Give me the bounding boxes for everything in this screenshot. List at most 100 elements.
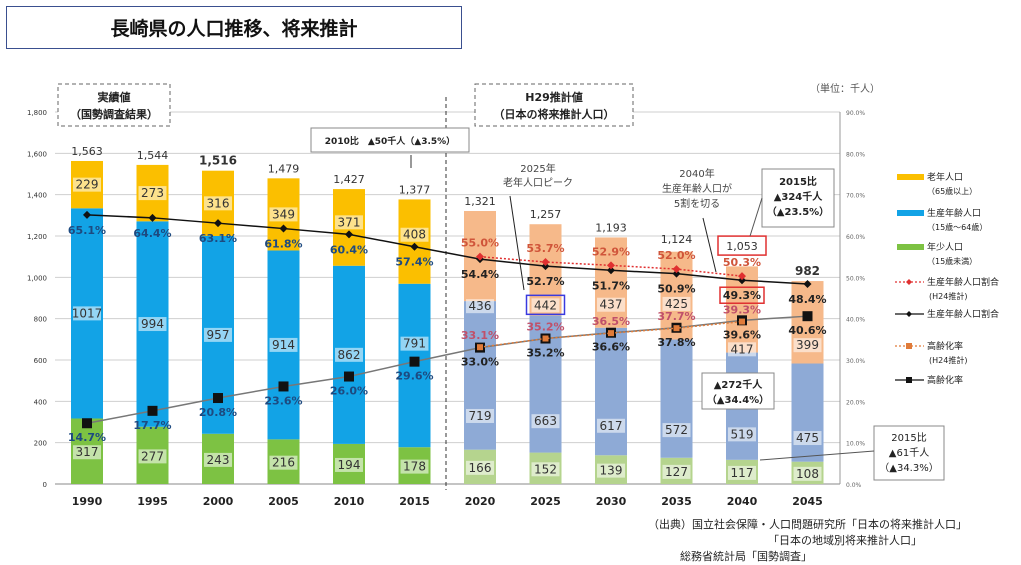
percent-label: 64.4% (133, 227, 171, 240)
page-title: 長崎県の人口推移、将来推計 (6, 6, 462, 49)
bar-segment (595, 237, 627, 328)
value-label-bg (204, 452, 232, 467)
line-marker (607, 266, 615, 275)
line-marker (83, 210, 91, 219)
value-label-bg (204, 196, 232, 211)
annotation-half: 5割を切る (674, 197, 720, 210)
percent-label: 35.2% (526, 321, 564, 334)
total-label: 1,563 (71, 145, 103, 158)
legend-label: 生産年齢人口 (927, 207, 981, 219)
line-marker (607, 261, 615, 270)
value-label: 194 (338, 458, 361, 472)
bar-segment (660, 339, 693, 458)
value-label: 914 (272, 338, 295, 352)
x-tick-label: 1990 (72, 495, 103, 508)
value-label: 1017 (72, 306, 103, 320)
value-label-bg (728, 465, 756, 480)
percent-label: 52.0% (657, 249, 695, 262)
percent-label: 60.4% (330, 243, 368, 256)
line-marker (542, 335, 549, 342)
total-label: 1,257 (530, 208, 562, 221)
annotation-young-drop: （▲34.3%） (879, 462, 938, 474)
x-tick-label: 2015 (399, 495, 430, 508)
value-label: 957 (207, 328, 230, 342)
value-label: 719 (469, 409, 492, 423)
value-label-bg (531, 414, 560, 429)
line-marker (213, 393, 223, 404)
percent-label: 23.6% (264, 394, 302, 407)
right-tick-label: 70.0% (846, 193, 865, 200)
percent-label: 29.6% (395, 370, 433, 383)
value-label-bg (662, 296, 691, 311)
percent-label: 52.7% (526, 275, 564, 288)
line-marker (147, 405, 158, 416)
annotation-box (873, 425, 945, 481)
percent-label: 54.4% (461, 268, 499, 281)
left-tick-label: 600 (34, 357, 47, 365)
series-line (479, 320, 743, 348)
line-marker (802, 311, 813, 322)
percent-label: 33.1% (461, 329, 499, 342)
value-label: 408 (403, 228, 426, 242)
percent-label: 37.7% (657, 310, 695, 323)
highlight-box (717, 235, 767, 256)
value-label-bg (531, 298, 560, 313)
left-tick-label: 0 (43, 481, 47, 489)
legend-sublabel: （65歳以上） (927, 186, 977, 196)
percent-label: 17.7% (133, 419, 171, 432)
legend-label: 生産年齢人口割合 (927, 276, 999, 288)
value-label-bg (400, 336, 429, 351)
x-tick-label: 2040 (727, 495, 758, 508)
line-marker (344, 371, 354, 382)
value-label: 862 (338, 348, 361, 362)
value-label-bg (138, 317, 167, 332)
right-tick-label: 10.0% (846, 441, 865, 448)
value-label-bg (597, 418, 625, 433)
percent-label: 57.4% (395, 256, 433, 269)
value-label-bg (466, 299, 494, 314)
bar-segment (595, 327, 627, 456)
line-marker (278, 381, 289, 392)
line-marker (672, 265, 681, 274)
series-line (86, 214, 808, 285)
value-label-bg (531, 462, 560, 477)
period-label-box (57, 83, 171, 127)
right-tick-label: 40.0% (846, 317, 865, 324)
annotation-leader (759, 450, 875, 461)
percent-label: 36.6% (592, 341, 630, 354)
total-label: 1,544 (137, 149, 169, 162)
total-label: 1,124 (661, 233, 693, 246)
value-label: 277 (141, 449, 164, 463)
highlight-box (719, 286, 765, 304)
right-tick-label: 20.0% (846, 399, 865, 406)
total-label: 982 (795, 264, 820, 278)
percent-label: 50.3% (723, 256, 761, 269)
line-marker (672, 269, 681, 278)
percent-label: 53.7% (526, 242, 564, 255)
legend-sublabel: （15歳未満） (927, 256, 977, 266)
value-label-bg (335, 215, 363, 230)
annotation-young-drop: 2015比 (891, 432, 926, 444)
percent-label: 52.9% (592, 245, 630, 258)
annotation-arrow (702, 217, 717, 273)
legend-sublabel: (H24推計) (929, 355, 967, 365)
value-label-bg (728, 427, 756, 442)
legend-swatch (897, 244, 924, 250)
legend-label: 生産年齢人口割合 (927, 308, 999, 320)
legend-sublabel: (H24推計) (929, 291, 967, 301)
value-label-bg (73, 306, 101, 321)
value-label: 617 (600, 419, 623, 433)
value-label-bg (204, 327, 232, 342)
x-tick-label: 2005 (268, 495, 299, 508)
left-tick-label: 1,400 (27, 192, 47, 200)
percent-label: 37.8% (657, 336, 695, 349)
value-label-bg (138, 186, 167, 201)
percent-label: 20.8% (199, 406, 237, 419)
value-label-bg (335, 457, 363, 472)
value-label-bg (793, 431, 822, 446)
x-tick-label: 2020 (465, 495, 496, 508)
value-label-bg (466, 408, 494, 423)
value-label: 475 (796, 431, 819, 445)
percent-label: 48.4% (788, 293, 826, 306)
left-tick-label: 1,000 (27, 274, 47, 282)
